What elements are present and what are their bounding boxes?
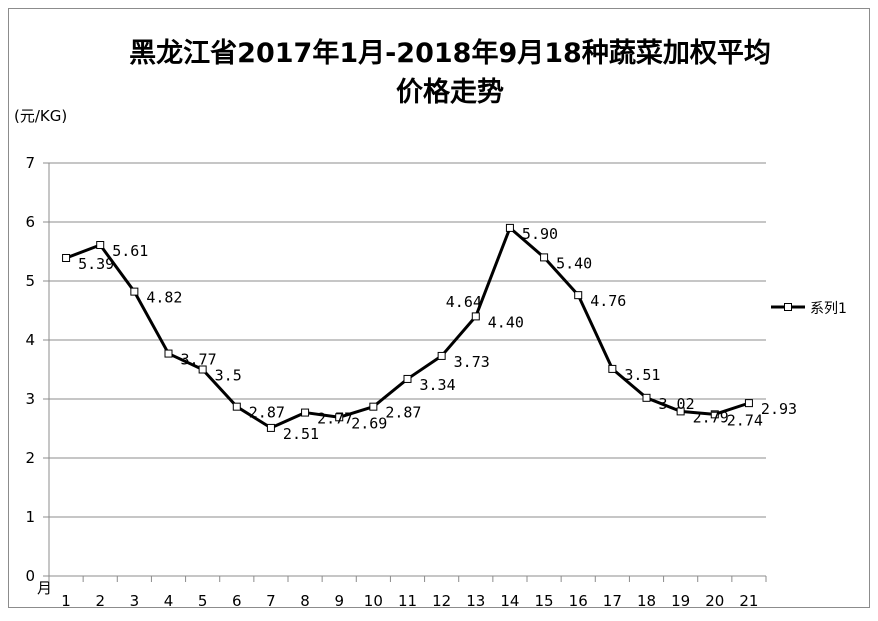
x-tick-label-6: 6 <box>232 592 242 610</box>
x-tick-label-21: 21 <box>739 592 758 610</box>
data-label-14: 5.90 <box>522 225 558 243</box>
data-point-1 <box>62 253 71 262</box>
gridlines <box>49 162 766 518</box>
x-tick-label-17: 17 <box>603 592 622 610</box>
data-point-8 <box>301 408 310 417</box>
data-label-4: 3.77 <box>181 351 217 369</box>
x-tick-label-19: 19 <box>671 592 690 610</box>
data-label-15: 5.40 <box>556 254 592 272</box>
legend: 系列1 <box>771 301 847 317</box>
data-point-2 <box>96 241 105 250</box>
x-tick-label-11: 11 <box>398 592 417 610</box>
data-label-17: 3.51 <box>624 366 660 384</box>
data-label-12: 3.73 <box>454 353 490 371</box>
y-tick-labels: 0 1 2 3 4 5 6 7 <box>25 154 35 585</box>
data-point-14 <box>505 223 514 232</box>
y-tick-label-3: 3 <box>25 390 35 408</box>
series-layer <box>62 223 753 432</box>
data-point-16 <box>574 291 583 300</box>
x-tick-label-2: 2 <box>95 592 105 610</box>
data-point-4 <box>164 349 173 358</box>
data-point-13 <box>471 312 480 321</box>
data-point-18 <box>642 393 651 402</box>
data-point-20 <box>710 410 719 419</box>
y-tick-label-0: 0 <box>25 567 35 585</box>
y-tick-label-7: 7 <box>25 154 35 172</box>
data-labels: 5.395.614.823.773.52.872.512.772.692.873… <box>78 225 797 443</box>
data-label-13: 4.40 <box>488 313 524 331</box>
chart-title-line2: 价格走势 <box>396 77 504 108</box>
x-tick-label-8: 8 <box>300 592 310 610</box>
x-tick-labels: 1 2 3 4 5 6 7 8 9 10 11 12 13 14 15 16 17 18 19 20 21 <box>61 592 758 610</box>
x-tick-label-15: 15 <box>535 592 554 610</box>
data-label-21: 2.93 <box>761 400 797 418</box>
x-tick-label-5: 5 <box>198 592 208 610</box>
y-axis-unit-label: (元/KG) <box>14 107 67 125</box>
x-axis-label: 月 <box>37 579 52 597</box>
data-label-8: 2.77 <box>317 410 353 428</box>
x-tick-label-9: 9 <box>334 592 344 610</box>
data-point-7 <box>266 423 275 432</box>
x-tick-label-12: 12 <box>432 592 451 610</box>
y-tick-label-5: 5 <box>25 272 35 290</box>
data-point-15 <box>540 253 549 262</box>
legend-marker <box>784 303 792 311</box>
x-tick-label-4: 4 <box>164 592 174 610</box>
y-tick-label-6: 6 <box>25 213 35 231</box>
data-label-10: 2.87 <box>385 404 421 422</box>
data-label-1: 5.39 <box>78 255 114 273</box>
data-label-2: 5.61 <box>112 242 148 260</box>
y-tick-label-4: 4 <box>25 331 35 349</box>
axes <box>43 162 767 582</box>
data-label-5: 3.5 <box>215 367 242 385</box>
y-tick-label-1: 1 <box>25 508 35 526</box>
data-point-12 <box>437 351 446 360</box>
chart-title-line1: 黑龙江省2017年1月-2018年9月18种蔬菜加权平均 <box>129 37 771 69</box>
x-tick-label-16: 16 <box>569 592 588 610</box>
x-tick-label-14: 14 <box>500 592 519 610</box>
data-point-10 <box>369 402 378 411</box>
data-label-11: 3.34 <box>420 376 456 394</box>
x-tick-label-10: 10 <box>364 592 383 610</box>
x-tick-label-18: 18 <box>637 592 656 610</box>
data-label-6: 2.87 <box>249 404 285 422</box>
data-point-9 <box>335 413 344 422</box>
data-label-7: 2.51 <box>283 425 319 443</box>
x-tick-label-7: 7 <box>266 592 276 610</box>
chart-border <box>8 8 870 608</box>
data-label-3: 4.82 <box>146 289 182 307</box>
data-label-9: 2.69 <box>351 414 387 432</box>
data-label-16: 4.76 <box>590 292 626 310</box>
data-point-11 <box>403 374 412 383</box>
data-point-19 <box>676 407 685 416</box>
data-point-3 <box>130 287 139 296</box>
legend-series-name: 系列1 <box>810 301 847 317</box>
x-tick-label-1: 1 <box>61 592 71 610</box>
x-tick-label-3: 3 <box>130 592 140 610</box>
x-tick-label-20: 20 <box>705 592 724 610</box>
data-point-5 <box>198 365 207 374</box>
data-point-17 <box>608 364 617 373</box>
data-point-6 <box>232 402 241 411</box>
x-tick-label-13: 13 <box>466 592 485 610</box>
data-label-19: 2.79 <box>693 408 729 426</box>
data-label-18: 3.02 <box>659 395 695 413</box>
y-tick-label-2: 2 <box>25 449 35 467</box>
data-label-20: 2.74 <box>727 411 763 429</box>
data-label-extra: 4.64 <box>446 293 482 311</box>
data-point-21 <box>744 399 753 408</box>
